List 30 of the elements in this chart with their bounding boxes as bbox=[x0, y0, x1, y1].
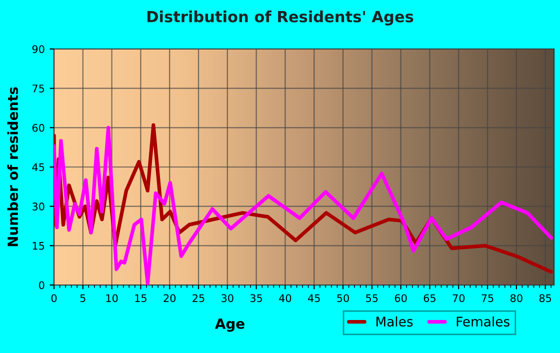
x-tick-label: 40 bbox=[279, 294, 292, 302]
x-tick-label: 50 bbox=[337, 294, 349, 302]
y-tick-label: 30 bbox=[32, 202, 44, 210]
x-tick-label: 75 bbox=[482, 294, 494, 302]
x-tick-label: 15 bbox=[135, 294, 146, 302]
x-axis-title: Age bbox=[215, 318, 244, 332]
x-tick-label: 45 bbox=[308, 294, 320, 302]
x-tick-label: 10 bbox=[106, 294, 118, 302]
x-tick-label: 70 bbox=[452, 294, 465, 302]
x-tick-label: 60 bbox=[394, 294, 407, 302]
x-tick-label: 55 bbox=[366, 294, 378, 302]
x-tick-label: 35 bbox=[250, 294, 262, 302]
y-tick-label: 15 bbox=[32, 242, 44, 250]
x-tick-label: 25 bbox=[192, 294, 204, 302]
x-tick-label: 5 bbox=[80, 294, 86, 302]
y-tick-label: 75 bbox=[32, 84, 44, 92]
x-tick-label: 20 bbox=[164, 294, 176, 302]
y-tick-label: 45 bbox=[32, 163, 44, 172]
legend-label: Males bbox=[376, 316, 413, 327]
y-tick-label: 90 bbox=[32, 45, 44, 54]
x-tick-label: 80 bbox=[510, 294, 522, 302]
chart-title: Distribution of Residents' Ages bbox=[147, 10, 414, 26]
x-tick-label: 65 bbox=[424, 294, 436, 302]
legend-label: Females bbox=[456, 316, 510, 327]
x-tick-label: 85 bbox=[539, 294, 552, 302]
y-tick-label: 0 bbox=[39, 281, 44, 290]
y-tick-label: 60 bbox=[32, 124, 44, 132]
y-axis-title: Number of residents bbox=[7, 87, 18, 246]
x-tick-label: 30 bbox=[222, 294, 234, 302]
x-tick-label: 0 bbox=[51, 294, 57, 302]
